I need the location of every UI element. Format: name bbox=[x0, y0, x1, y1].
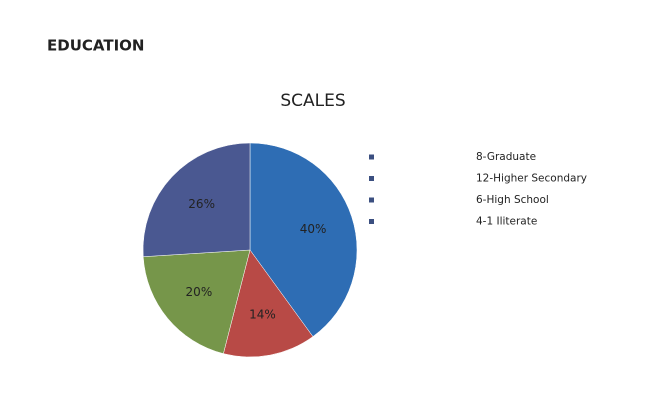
legend-marker bbox=[369, 176, 374, 181]
pie-slice bbox=[223, 249, 314, 358]
data-label: 40% bbox=[300, 222, 327, 236]
legend-marker bbox=[369, 197, 374, 203]
legend-label: 4-1 Iliterate bbox=[476, 216, 537, 228]
data-label: 20% bbox=[186, 285, 213, 299]
pie-slice bbox=[142, 249, 251, 354]
legend-label: 6-High School bbox=[476, 194, 549, 206]
pie-slice bbox=[142, 142, 251, 257]
chart-title: SCALES bbox=[280, 91, 345, 111]
legend-marker bbox=[369, 219, 374, 224]
section-title: EDUCATION bbox=[47, 37, 144, 55]
legend-label: 12-Higher Secondary bbox=[476, 173, 587, 185]
legend-marker bbox=[369, 154, 374, 160]
data-label: 14% bbox=[249, 308, 276, 322]
data-label: 26% bbox=[188, 197, 215, 211]
pie-slice bbox=[249, 142, 358, 337]
legend-label: 8-Graduate bbox=[476, 151, 536, 163]
